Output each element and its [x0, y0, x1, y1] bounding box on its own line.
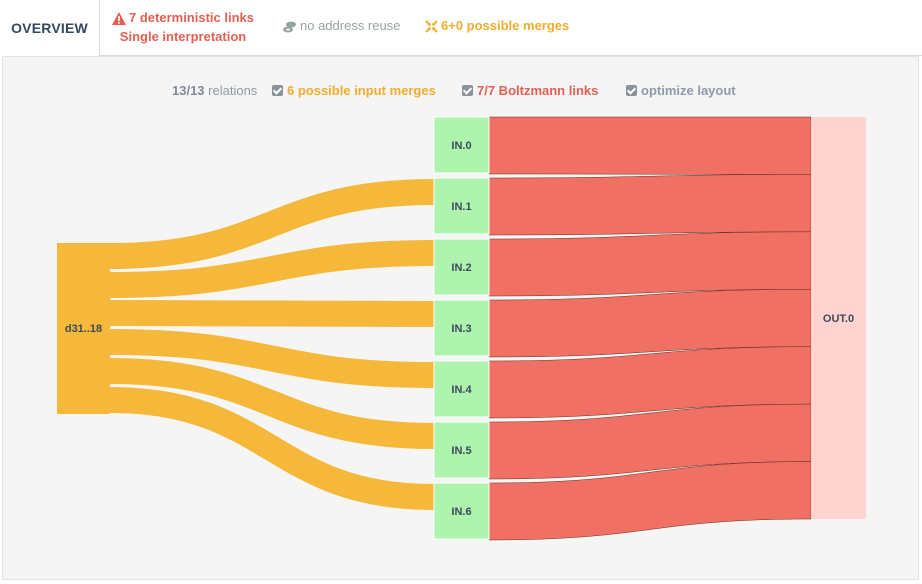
merge-flow: [109, 387, 435, 510]
merge-flow: [109, 240, 435, 298]
possible-merges-text: 6+0 possible merges: [441, 18, 570, 33]
deterministic-links-badge[interactable]: 7 deterministic links Single interpretat…: [112, 8, 254, 46]
input-node-label: IN.6: [451, 506, 471, 518]
input-merges-toggle[interactable]: 6 possible input merges: [272, 83, 436, 98]
boltzmann-links-label: 7/7 Boltzmann links: [477, 83, 599, 98]
interpretation-text: Single interpretation: [119, 29, 247, 44]
boltzmann-flow: [488, 116, 812, 175]
input-node-label: IN.5: [451, 445, 471, 457]
merge-flow: [109, 300, 435, 327]
address-reuse-badge[interactable]: no address reuse: [283, 18, 400, 33]
source-node[interactable]: [57, 243, 110, 414]
checkbox-checked-icon[interactable]: [626, 85, 637, 96]
merge-flow: [109, 179, 435, 269]
input-node[interactable]: [433, 421, 490, 479]
tab-overview[interactable]: OVERVIEW: [0, 0, 100, 56]
input-node-label: IN.4: [451, 384, 472, 396]
address-reuse-icon: [283, 21, 296, 33]
deterministic-links-text: 7 deterministic links: [129, 10, 254, 25]
possible-merges-badge[interactable]: 6+0 possible merges: [425, 18, 569, 33]
optimize-layout-toggle[interactable]: optimize layout: [626, 83, 736, 98]
optimize-layout-label: optimize layout: [641, 83, 736, 98]
input-node-label: IN.0: [451, 140, 471, 152]
merge-arrows-icon: [425, 20, 438, 33]
input-node[interactable]: [433, 482, 490, 540]
merge-flow: [109, 329, 435, 388]
address-reuse-text: no address reuse: [300, 18, 401, 33]
controls-bar: 13/13 relations 6 possible input merges …: [0, 83, 922, 101]
header-bar: OVERVIEW 7 deterministic links Single in…: [0, 0, 922, 56]
input-node[interactable]: [433, 360, 490, 418]
input-node-label: IN.1: [451, 201, 471, 213]
relations-label: relations: [208, 83, 258, 98]
input-node[interactable]: [433, 177, 490, 235]
input-node[interactable]: [433, 238, 490, 296]
input-node-label: IN.2: [451, 262, 471, 274]
output-node-label: OUT.0: [823, 313, 854, 325]
merge-flow: [109, 358, 435, 449]
boltzmann-flow: [488, 231, 812, 297]
boltzmann-flow: [488, 289, 812, 358]
warning-triangle-icon: [112, 12, 126, 26]
boltzmann-flow: [488, 174, 812, 236]
input-node[interactable]: [433, 116, 490, 174]
input-merges-label: 6 possible input merges: [287, 83, 436, 98]
relations-counter: 13/13 relations: [172, 83, 257, 98]
source-node-label: d31..18: [65, 323, 102, 335]
output-node[interactable]: [811, 117, 866, 519]
input-node-label: IN.3: [451, 323, 471, 335]
input-node[interactable]: [433, 299, 490, 357]
relations-count: 13/13: [172, 83, 205, 98]
boltzmann-links-toggle[interactable]: 7/7 Boltzmann links: [462, 83, 598, 98]
checkbox-checked-icon[interactable]: [272, 85, 283, 96]
checkbox-checked-icon[interactable]: [462, 85, 473, 96]
